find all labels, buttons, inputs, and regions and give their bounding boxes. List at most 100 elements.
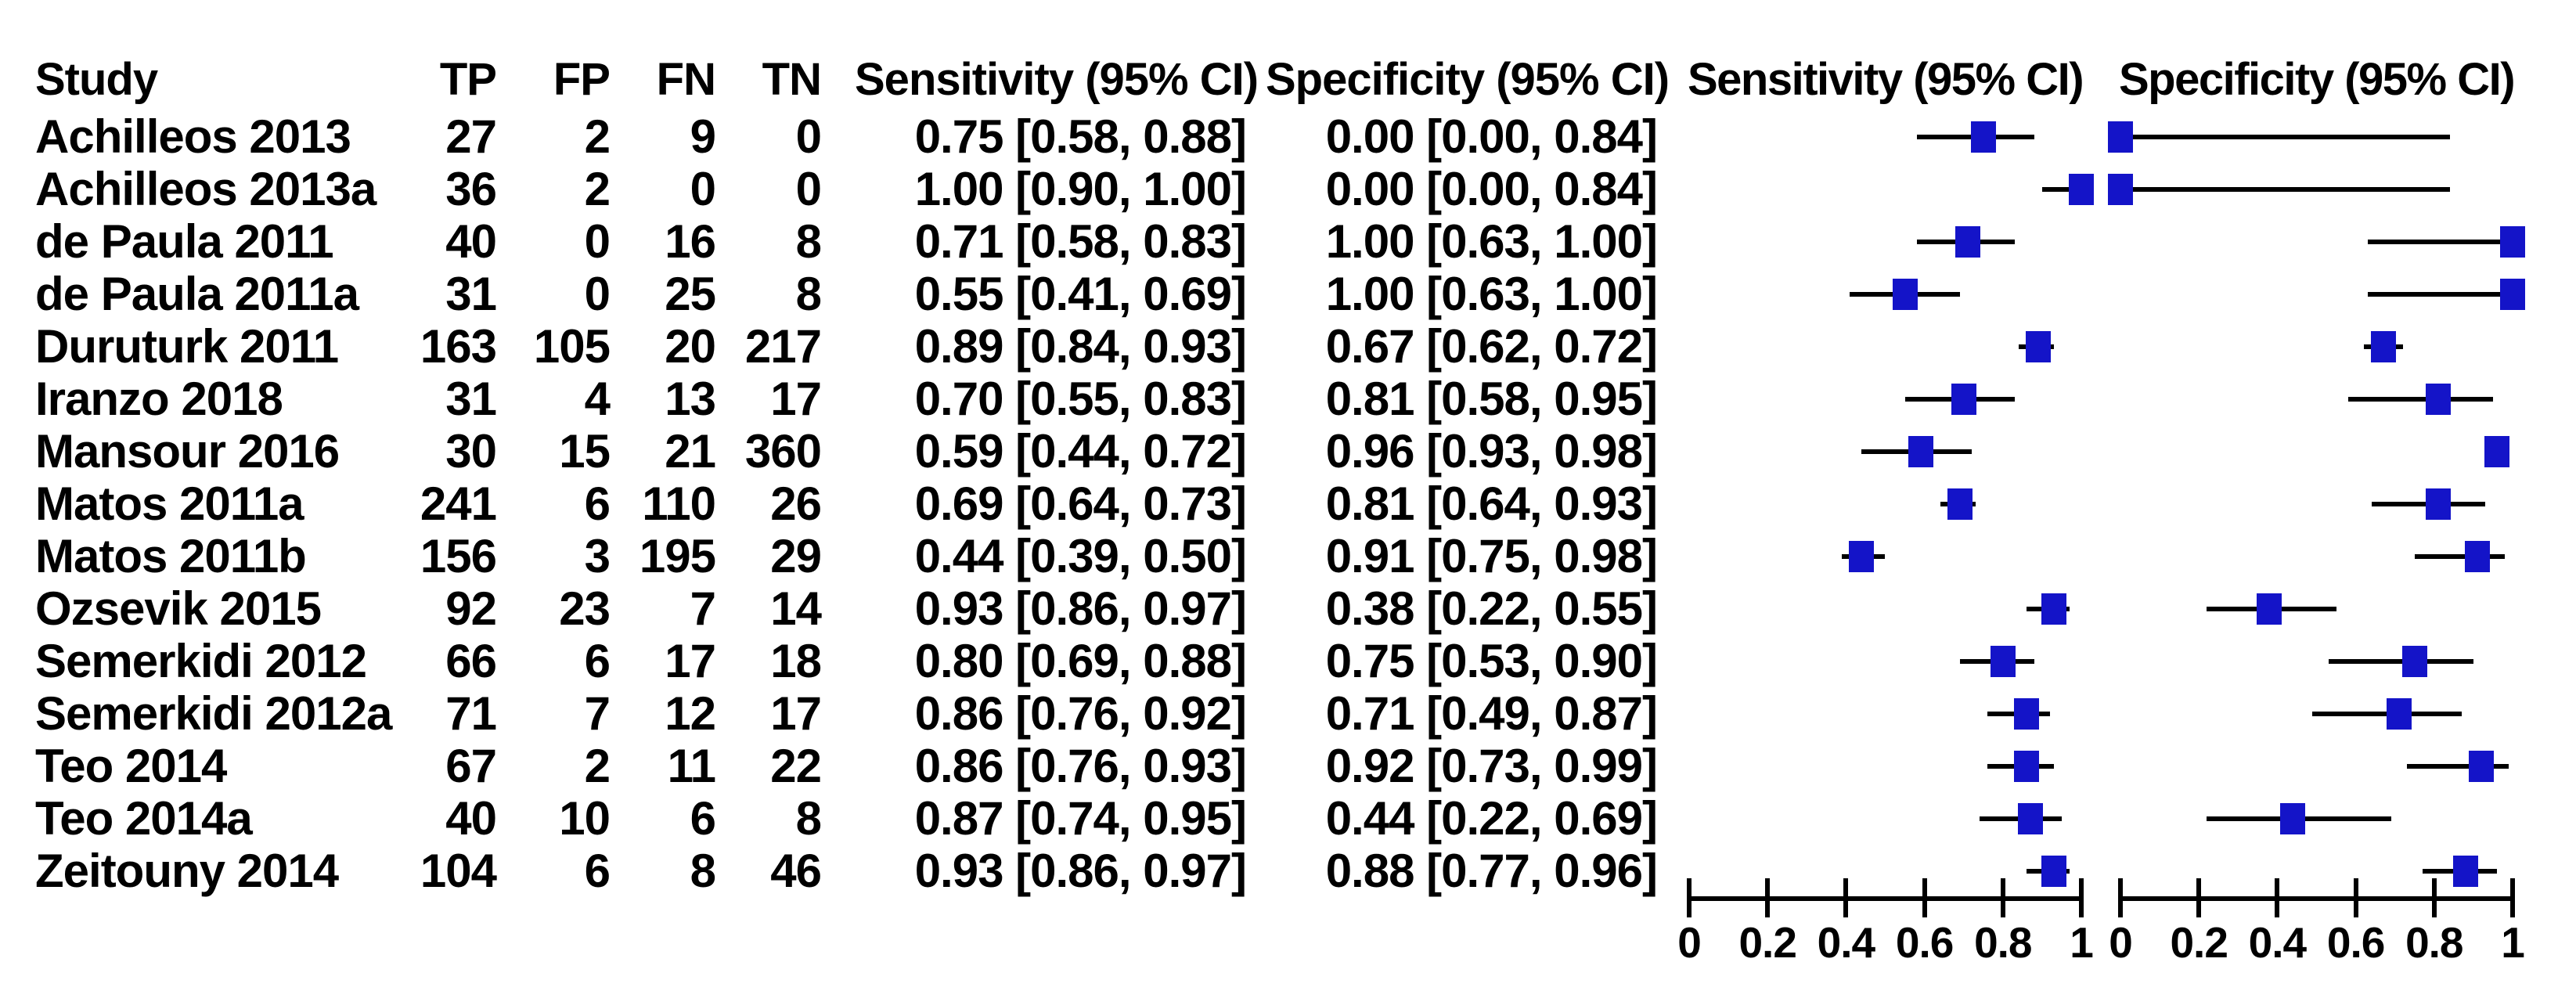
fp-value: 6 [584, 477, 611, 530]
specificity-plot-cell [2120, 373, 2513, 425]
axis-tick [2431, 878, 2437, 917]
axis-tick [2353, 878, 2358, 917]
fp-value: 2 [584, 110, 611, 163]
tn-value: 8 [795, 792, 822, 845]
sensitivity-ci-text: 0.80 [0.69, 0.88] [914, 635, 1247, 687]
sensitivity-plot-cell [1689, 582, 2081, 635]
column-header-sensitivity-ci: Sensitivity (95% CI) [855, 54, 1259, 105]
point-estimate-marker [2425, 383, 2451, 415]
study-name: de Paula 2011a [35, 268, 359, 320]
fp-value: 23 [559, 582, 611, 635]
table-row: Iranzo 2018 31 4 13 17 0.70 [0.55, 0.83] 0.81 … [0, 373, 2576, 425]
sensitivity-plot-cell [1689, 792, 2081, 845]
axis-tick-label: 0 [2109, 918, 2133, 967]
point-estimate-marker [2280, 802, 2306, 834]
sensitivity-ci-text: 0.55 [0.41, 0.69] [914, 268, 1247, 320]
sensitivity-ci-text: 0.69 [0.64, 0.73] [914, 477, 1247, 530]
study-name: Matos 2011b [35, 530, 307, 582]
tn-value: 0 [795, 110, 822, 163]
study-name: Iranzo 2018 [35, 373, 283, 425]
table-row: Teo 2014a 40 10 6 8 0.87 [0.74, 0.95] 0.44 [0.… [0, 792, 2576, 845]
specificity-plot-cell [2120, 845, 2513, 897]
point-estimate-marker [2108, 121, 2133, 153]
axis-tick-label: 0.6 [1895, 918, 1954, 967]
specificity-ci-text: 0.38 [0.22, 0.55] [1325, 582, 1658, 635]
fn-value: 16 [665, 215, 716, 268]
specificity-plot-cell [2120, 740, 2513, 792]
sensitivity-plot-cell [1689, 215, 2081, 268]
tp-value: 30 [445, 425, 497, 477]
fp-value: 0 [584, 215, 611, 268]
table-row: Matos 2011a 241 6 110 26 0.69 [0.64, 0.73] 0.8… [0, 477, 2576, 530]
specificity-ci-text: 0.44 [0.22, 0.69] [1325, 792, 1658, 845]
axis-tick [1765, 878, 1771, 917]
sensitivity-ci-text: 0.89 [0.84, 0.93] [914, 320, 1247, 373]
specificity-plot-cell [2120, 215, 2525, 268]
axis-tick-label: 0.6 [2326, 918, 2385, 967]
point-estimate-marker [2464, 540, 2490, 572]
sensitivity-ci-text: 0.93 [0.86, 0.97] [914, 845, 1247, 897]
point-estimate-marker [2108, 173, 2133, 205]
confidence-interval-line [2041, 186, 2081, 192]
specificity-ci-text: 0.92 [0.73, 0.99] [1325, 740, 1658, 792]
specificity-ci-text: 0.96 [0.93, 0.98] [1325, 425, 1658, 477]
tn-value: 14 [770, 582, 822, 635]
specificity-plot-cell [2120, 425, 2513, 477]
sensitivity-plot-cell [1689, 845, 2081, 897]
point-estimate-marker [2425, 488, 2451, 520]
study-name: Semerkidi 2012 [35, 635, 367, 687]
specificity-plot-cell [2120, 268, 2525, 320]
sensitivity-plot-cell [1689, 163, 2094, 215]
point-estimate-marker [2069, 173, 2094, 205]
tp-value: 66 [445, 635, 497, 687]
fn-value: 20 [665, 320, 716, 373]
point-estimate-marker [1951, 383, 1976, 415]
study-name: Teo 2014a [35, 792, 253, 845]
axis-tick-label: 0.4 [2248, 918, 2307, 967]
fn-value: 7 [690, 582, 716, 635]
fn-value: 6 [690, 792, 716, 845]
confidence-interval-line [2414, 553, 2505, 559]
table-row: Semerkidi 2012a 71 7 12 17 0.86 [0.76, 0.92] 0… [0, 687, 2576, 740]
fn-value: 110 [642, 477, 716, 530]
fn-value: 21 [665, 425, 716, 477]
column-header-tp: TP [439, 54, 497, 105]
tp-value: 92 [445, 582, 497, 635]
tn-value: 26 [770, 477, 822, 530]
sensitivity-plot-cell [1689, 477, 2081, 530]
axis-tick-label: 0.2 [1738, 918, 1796, 967]
table-row: Ozsevik 2015 92 23 7 14 0.93 [0.86, 0.97] 0.38… [0, 582, 2576, 635]
plot-header-specificity: Specificity (95% CI) [2118, 54, 2516, 105]
sensitivity-ci-text: 0.70 [0.55, 0.83] [914, 373, 1247, 425]
specificity-ci-text: 1.00 [0.63, 1.00] [1325, 268, 1658, 320]
specificity-ci-text: 0.00 [0.00, 0.84] [1325, 163, 1658, 215]
study-name: Teo 2014 [35, 740, 227, 792]
sensitivity-plot-cell [1689, 635, 2081, 687]
tn-value: 8 [795, 268, 822, 320]
fn-value: 0 [690, 163, 716, 215]
confidence-interval-line [2367, 239, 2513, 244]
sensitivity-plot-cell [1689, 687, 2081, 740]
sensitivity-ci-text: 0.86 [0.76, 0.92] [914, 687, 1247, 740]
study-name: Mansour 2016 [35, 425, 340, 477]
table-row: Semerkidi 2012 66 6 17 18 0.80 [0.69, 0.88] 0.… [0, 635, 2576, 687]
confidence-interval-line [2120, 186, 2450, 192]
sensitivity-ci-text: 0.93 [0.86, 0.97] [914, 582, 1247, 635]
point-estimate-marker [2025, 330, 2051, 362]
column-header-study: Study [35, 54, 158, 105]
fp-value: 0 [584, 268, 611, 320]
table-row: Mansour 2016 30 15 21 360 0.59 [0.44, 0.72] 0.… [0, 425, 2576, 477]
table-row: Teo 2014 67 2 11 22 0.86 [0.76, 0.93] 0.92 [0.… [0, 740, 2576, 792]
tn-value: 29 [770, 530, 822, 582]
confidence-interval-line [2120, 134, 2450, 139]
axis-tick [2079, 878, 2084, 917]
axis-line [1687, 896, 2084, 901]
point-estimate-marker [1908, 435, 1933, 467]
specificity-ci-text: 0.75 [0.53, 0.90] [1325, 635, 1658, 687]
fn-value: 8 [690, 845, 716, 897]
point-estimate-marker [2468, 750, 2494, 782]
specificity-plot-cell [2108, 110, 2513, 163]
tp-value: 40 [445, 792, 497, 845]
axis-tick [1687, 878, 1692, 917]
table-body: Achilleos 2013 27 2 9 0 0.75 [0.58, 0.88] 0.00… [0, 110, 2576, 897]
